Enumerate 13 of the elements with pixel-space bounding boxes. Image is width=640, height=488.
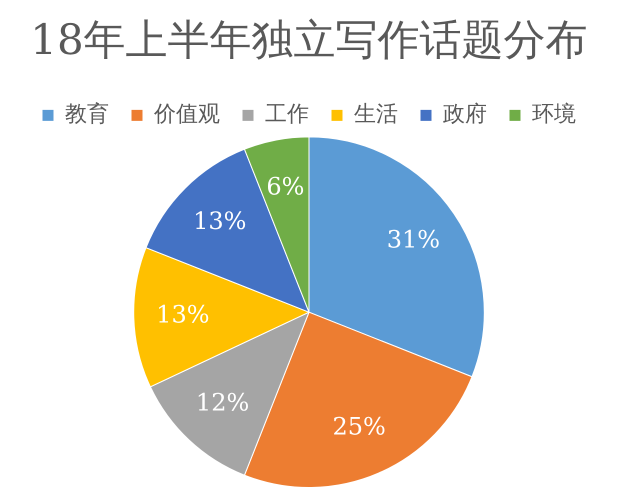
legend-label: 环境 xyxy=(532,102,576,128)
data-label: 12% xyxy=(196,388,250,416)
legend-label: 价值观 xyxy=(153,102,220,128)
legend-label: 工作 xyxy=(265,102,309,128)
data-label: 25% xyxy=(332,412,386,440)
legend-label: 政府 xyxy=(443,102,487,128)
legend-label: 生活 xyxy=(354,102,398,128)
data-label: 13% xyxy=(156,300,210,328)
chart-title: 18年上半年独立写作话题分布 xyxy=(30,15,588,64)
data-label: 13% xyxy=(193,207,246,236)
data-label: 6% xyxy=(266,172,304,200)
data-label: 31% xyxy=(386,225,440,254)
legend-label: 教育 xyxy=(65,101,109,128)
